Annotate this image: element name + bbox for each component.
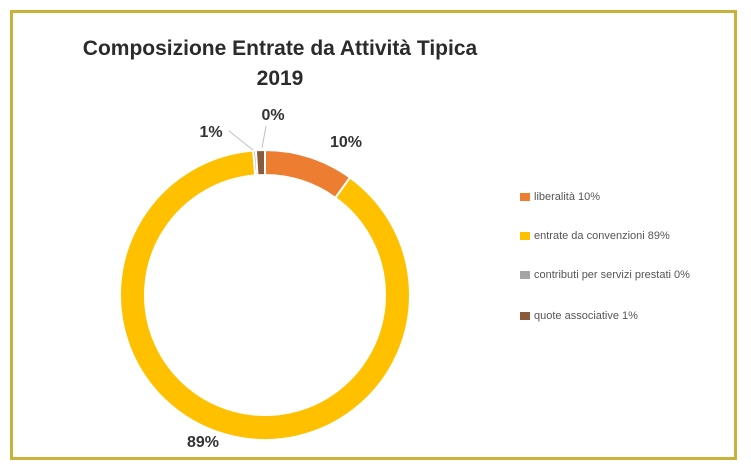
data-label-1: 89% <box>187 434 219 451</box>
legend-swatch-1 <box>520 232 530 240</box>
chart-title: Composizione Entrate da Attività Tipica … <box>0 34 560 94</box>
legend-label-1: entrate da convenzioni 89% <box>534 230 670 242</box>
donut-slice-1 <box>119 149 411 441</box>
legend-item-3: quote associative 1% <box>520 309 730 324</box>
chart-legend: liberalità 10% entrate da convenzioni 89%… <box>520 190 730 324</box>
chart-title-line2: 2019 <box>256 67 304 90</box>
legend-swatch-0 <box>520 193 530 201</box>
legend-label-2: contributi per servizi prestati 0% <box>534 269 690 281</box>
legend-swatch-2 <box>520 271 530 279</box>
data-label-0: 10% <box>330 134 362 151</box>
legend-item-1: entrate da convenzioni 89% <box>520 229 730 244</box>
legend-item-0: liberalità 10% <box>520 190 730 205</box>
legend-item-2: contributi per servizi prestati 0% <box>520 268 730 283</box>
donut-slice-3 <box>254 148 266 177</box>
leader-line-1 <box>228 130 254 151</box>
donut-slice-0 <box>264 148 352 200</box>
data-label-2: 0% <box>261 107 284 124</box>
legend-label-0: liberalità 10% <box>534 191 601 203</box>
leader-line-0 <box>261 125 267 149</box>
legend-label-3: quote associative 1% <box>534 310 638 322</box>
data-label-3: 1% <box>199 124 222 141</box>
legend-swatch-3 <box>520 312 530 320</box>
chart-title-line1: Composizione Entrate da Attività Tipica <box>82 37 478 60</box>
